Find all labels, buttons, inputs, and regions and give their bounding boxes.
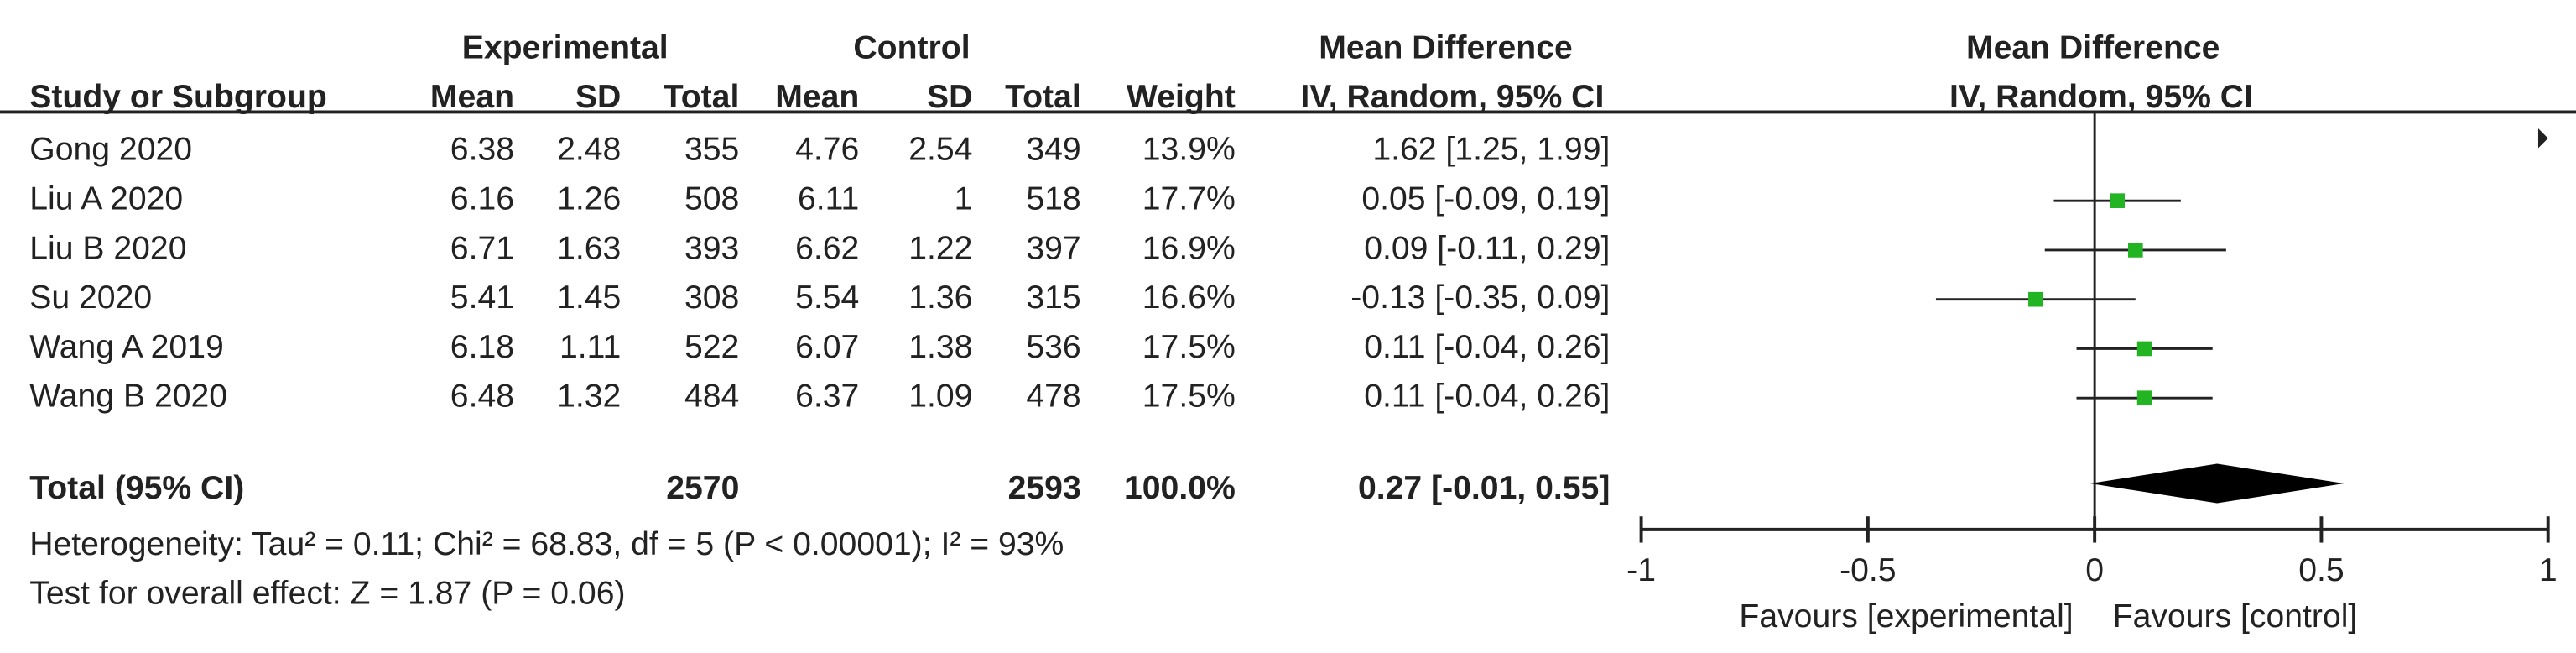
- table-cell: 1.09: [908, 379, 972, 415]
- column-header: Total: [1005, 79, 1081, 115]
- table-cell: 6.62: [795, 230, 859, 266]
- table-cell: 349: [1026, 132, 1080, 168]
- point-estimate: [2110, 193, 2125, 208]
- table-cell: 6.16: [450, 181, 514, 217]
- column-header: SD: [927, 79, 972, 115]
- table-cell: 0.11 [-0.04, 0.26]: [1364, 329, 1610, 365]
- table-cell: 508: [684, 181, 739, 217]
- table-cell: 0.11 [-0.04, 0.26]: [1364, 379, 1610, 415]
- total-cell: 2593: [1008, 470, 1081, 506]
- table-cell: 522: [684, 329, 739, 365]
- column-header: Mean: [430, 79, 514, 115]
- table-cell: 1.11: [559, 329, 621, 365]
- x-tick-label: 1: [2539, 552, 2558, 588]
- table-cell: 1.38: [908, 329, 972, 365]
- column-header: SD: [575, 79, 621, 115]
- table-cell: 484: [684, 379, 739, 415]
- point-estimate: [2136, 390, 2152, 406]
- total-label: Total (95% CI): [29, 470, 244, 506]
- table-cell: 1.22: [908, 230, 972, 266]
- table-cell: 6.38: [450, 132, 514, 168]
- table-cell: 17.5%: [1142, 329, 1236, 365]
- table-cell: 6.07: [795, 329, 859, 365]
- column-header: Study or Subgroup: [29, 79, 327, 115]
- study-name: Su 2020: [29, 279, 152, 316]
- table-cell: 518: [1026, 181, 1080, 217]
- table-cell: 17.7%: [1142, 181, 1236, 217]
- heterogeneity: Heterogeneity: Tau² = 0.11; Chi² = 68.83…: [29, 526, 1064, 562]
- total-cell: 0.27 [-0.01, 0.55]: [1358, 470, 1610, 506]
- table-cell: 308: [684, 279, 739, 316]
- table-cell: 315: [1026, 279, 1080, 316]
- table-cell: 478: [1026, 379, 1080, 415]
- group-header: Control: [853, 29, 970, 65]
- table-cell: 6.71: [450, 230, 514, 266]
- group-header: Experimental: [462, 29, 669, 65]
- table-cell: 1.45: [557, 279, 621, 316]
- off-scale-arrow: [2537, 128, 2548, 149]
- overall-effect: Test for overall effect: Z = 1.87 (P = 0…: [29, 576, 625, 612]
- point-estimate: [2028, 291, 2043, 307]
- table-cell: 17.5%: [1142, 379, 1236, 415]
- table-cell: 2.54: [908, 132, 972, 168]
- effect-header: IV, Random, 95% CI: [1300, 79, 1604, 115]
- table-cell: 4.76: [795, 132, 859, 168]
- x-tick-label: 0.5: [2298, 552, 2344, 588]
- table-cell: 6.48: [450, 379, 514, 415]
- column-header: Weight: [1127, 79, 1236, 115]
- study-name: Liu A 2020: [29, 181, 183, 217]
- table-cell: 1: [955, 181, 973, 217]
- plot-header: IV, Random, 95% CI: [1949, 79, 2253, 115]
- study-name: Wang B 2020: [29, 379, 227, 415]
- pooled-diamond: [2089, 463, 2344, 504]
- study-name: Wang A 2019: [29, 329, 223, 365]
- table-cell: 1.36: [908, 279, 972, 316]
- table-cell: 1.62 [1.25, 1.99]: [1372, 132, 1610, 168]
- table-cell: 393: [684, 230, 739, 266]
- table-cell: 16.9%: [1142, 230, 1236, 266]
- table-cell: 1.63: [557, 230, 621, 266]
- table-cell: 1.32: [557, 379, 621, 415]
- study-name: Gong 2020: [29, 132, 192, 168]
- table-cell: 536: [1026, 329, 1080, 365]
- study-name: Liu B 2020: [29, 230, 186, 266]
- table-cell: 1.26: [557, 181, 621, 217]
- table-cell: 6.11: [798, 181, 859, 217]
- total-cell: 2570: [666, 470, 739, 506]
- x-tick-label: 0: [2085, 552, 2104, 588]
- column-header: Total: [664, 79, 740, 115]
- table-cell: 397: [1026, 230, 1080, 266]
- point-estimate: [2127, 243, 2143, 258]
- table-cell: 355: [684, 132, 739, 168]
- table-cell: 0.05 [-0.09, 0.19]: [1361, 181, 1610, 217]
- point-estimate: [2136, 341, 2152, 357]
- table-cell: 5.54: [795, 279, 859, 316]
- table-cell: 16.6%: [1142, 279, 1236, 316]
- column-header: Mean: [775, 79, 859, 115]
- total-cell: 100.0%: [1124, 470, 1236, 506]
- table-cell: 13.9%: [1142, 132, 1236, 168]
- table-cell: 6.18: [450, 329, 514, 365]
- table-cell: 0.09 [-0.11, 0.29]: [1364, 230, 1610, 266]
- effect-header: Mean Difference: [1319, 29, 1572, 65]
- x-tick-label: -0.5: [1840, 552, 1896, 588]
- table-cell: 5.41: [450, 279, 514, 316]
- table-cell: -0.13 [-0.35, 0.09]: [1350, 279, 1610, 316]
- favours-label: Favours [experimental]: [1739, 598, 2073, 635]
- table-cell: 2.48: [557, 132, 621, 168]
- x-tick-label: -1: [1626, 552, 1656, 588]
- table-cell: 6.37: [795, 379, 859, 415]
- favours-label: Favours [control]: [2113, 598, 2358, 635]
- plot-header: Mean Difference: [1966, 29, 2220, 65]
